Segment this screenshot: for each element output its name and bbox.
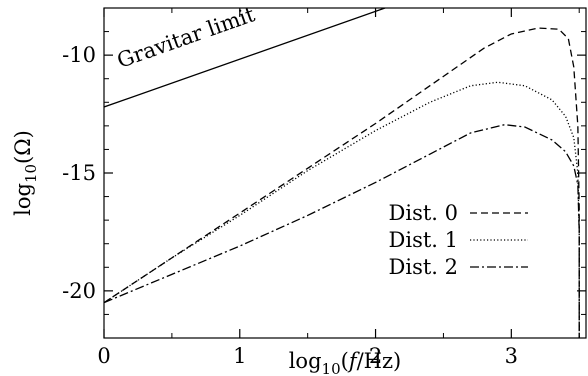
series-line-0 <box>104 27 580 338</box>
gravitar-limit-annotation: Gravitar limit <box>114 2 258 73</box>
x-tick-label: 1 <box>233 344 246 368</box>
x-axis-label: log10(f/Hz) <box>289 349 402 376</box>
y-tick-label: -20 <box>62 279 96 303</box>
x-tick-label: 3 <box>505 344 518 368</box>
series-line-2 <box>104 124 580 338</box>
legend-label-2: Dist. 2 <box>389 255 458 279</box>
x-axis-label-log: log <box>289 349 322 373</box>
y-axis-label: log10(Ω) <box>11 130 40 216</box>
series-line-1 <box>104 81 580 338</box>
y-axis-label-sub: 10 <box>22 164 40 183</box>
x-axis-label-f: f <box>347 349 360 373</box>
legend-label-0: Dist. 0 <box>389 201 458 225</box>
y-tick-label: -15 <box>62 161 96 185</box>
axis-ticks <box>103 7 586 339</box>
y-axis-label-log: log <box>11 183 35 216</box>
plot-area <box>103 7 587 339</box>
x-tick-label: 0 <box>97 344 110 368</box>
series-lines <box>104 8 580 338</box>
x-tick-label: 2 <box>369 344 382 368</box>
y-tick-label: -10 <box>62 43 96 67</box>
y-axis-label-omega: (Ω) <box>11 130 35 164</box>
tick-labels: 0 1 2 3 -10 -15 -20 <box>62 43 518 368</box>
x-axis-label-unit: /Hz) <box>357 349 402 373</box>
x-axis-label-sub: 10 <box>322 360 341 376</box>
gravitar-limit-line <box>104 8 386 108</box>
legend: Dist. 0 Dist. 1 Dist. 2 <box>389 201 528 279</box>
x-axis-label-open: ( <box>341 349 349 373</box>
legend-label-1: Dist. 1 <box>389 228 458 252</box>
plot-frame <box>103 7 587 339</box>
